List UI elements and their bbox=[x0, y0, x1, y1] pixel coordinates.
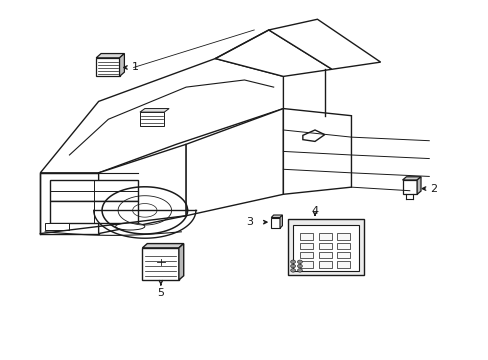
Polygon shape bbox=[215, 30, 331, 76]
Bar bbox=[292, 225, 358, 271]
Polygon shape bbox=[268, 19, 380, 69]
Text: 2: 2 bbox=[429, 184, 436, 194]
Polygon shape bbox=[40, 59, 283, 173]
Polygon shape bbox=[179, 244, 183, 280]
Polygon shape bbox=[283, 109, 351, 194]
Text: 1: 1 bbox=[131, 63, 139, 72]
Circle shape bbox=[290, 269, 295, 272]
Bar bbox=[287, 219, 363, 275]
Polygon shape bbox=[142, 244, 183, 248]
Bar bbox=[50, 202, 137, 223]
Bar bbox=[96, 58, 119, 76]
Circle shape bbox=[297, 260, 302, 264]
Bar bbox=[402, 180, 416, 194]
Polygon shape bbox=[402, 177, 420, 180]
Polygon shape bbox=[119, 54, 124, 76]
Polygon shape bbox=[96, 54, 124, 58]
Bar bbox=[318, 243, 331, 249]
Polygon shape bbox=[140, 109, 169, 112]
Circle shape bbox=[297, 269, 302, 272]
Bar bbox=[318, 252, 331, 258]
Polygon shape bbox=[302, 130, 324, 141]
Bar bbox=[300, 233, 312, 240]
Polygon shape bbox=[280, 215, 282, 228]
Polygon shape bbox=[186, 109, 283, 216]
Bar bbox=[300, 243, 312, 249]
Ellipse shape bbox=[116, 223, 144, 230]
Bar bbox=[300, 261, 312, 267]
Bar bbox=[271, 217, 280, 228]
Polygon shape bbox=[416, 177, 420, 194]
Text: 4: 4 bbox=[311, 206, 318, 216]
Bar bbox=[142, 248, 179, 280]
Bar bbox=[318, 261, 331, 267]
Polygon shape bbox=[99, 144, 186, 234]
Polygon shape bbox=[40, 173, 99, 234]
Bar bbox=[337, 252, 349, 258]
Circle shape bbox=[290, 260, 295, 264]
Bar bbox=[337, 233, 349, 240]
Bar bbox=[300, 252, 312, 258]
Bar bbox=[45, 223, 69, 230]
Bar bbox=[318, 233, 331, 240]
Circle shape bbox=[297, 264, 302, 268]
Circle shape bbox=[290, 264, 295, 268]
Text: 5: 5 bbox=[157, 288, 164, 298]
Bar bbox=[337, 243, 349, 249]
Text: 3: 3 bbox=[245, 217, 252, 227]
Polygon shape bbox=[271, 215, 282, 217]
Bar bbox=[337, 261, 349, 267]
Bar bbox=[50, 180, 137, 202]
Bar bbox=[140, 112, 164, 126]
